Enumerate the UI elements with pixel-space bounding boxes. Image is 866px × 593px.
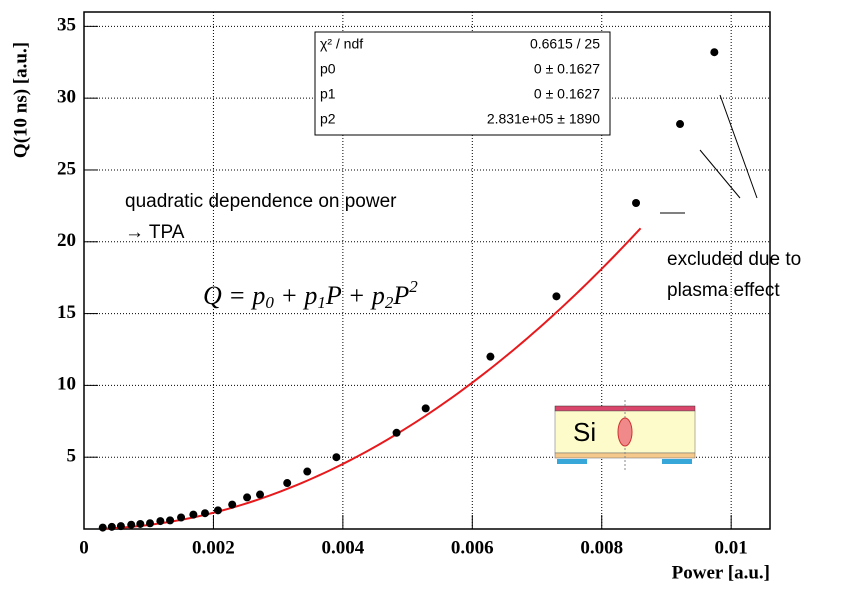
data-point [166,516,175,525]
data-point [486,352,495,361]
formula: Q = p0 + p1P + p2P2 [203,277,418,312]
annotation: excluded due to [667,249,801,270]
data-point [256,490,265,499]
y-axis-title: Q(10 ns) [a.u.] [10,42,31,158]
data-point [392,428,401,437]
fit-curve [103,227,642,530]
x-tick-label: 0.002 [192,537,235,558]
data-point [146,519,155,528]
stats-name: χ² / ndf [320,36,363,52]
y-tick-label: 35 [57,15,76,36]
formula-part: 2 [409,277,418,296]
y-tick-label: 30 [57,87,76,108]
stats-value: 2.831e+05 ± 1890 [487,111,600,127]
stats-value: 0 ± 0.1627 [534,61,600,77]
formula-part: 2 [385,293,394,312]
data-point [243,493,252,502]
data-point [676,120,685,129]
y-tick-label: 25 [57,158,76,179]
stats-value: 0.6615 / 25 [530,36,600,52]
annotation: plasma effect [667,280,780,301]
annotation-lines [660,94,758,214]
formula-part: Q = p [203,281,265,310]
y-tick-label: 10 [57,374,76,395]
data-point [189,510,198,519]
annotation: → TPA [125,222,185,243]
data-point [98,523,107,532]
data-point [283,479,292,488]
stats-name: p2 [320,111,336,127]
formula-part: 0 [265,293,274,312]
stats-value: 0 ± 0.1627 [534,86,600,102]
data-point [303,467,312,476]
formula-part: P + p [325,281,385,310]
data-point [177,513,186,522]
data-point [127,520,136,529]
formula-part: P [392,281,409,310]
data-point [710,48,719,57]
y-tick-label: 15 [57,302,76,323]
stats-box [314,31,611,136]
data-point [156,517,165,526]
si-sketch [554,400,696,470]
y-tick-label: 20 [57,230,76,251]
x-tick-label: 0.004 [321,537,364,558]
formula-part: 1 [317,293,326,312]
data-point [552,292,561,301]
y-tick-label: 5 [67,446,77,467]
data-point [228,500,237,509]
data-point [136,519,145,528]
x-tick-label: 0.008 [580,537,623,558]
data-point [107,522,116,531]
data-point [201,509,210,518]
si-label: Si [573,417,596,447]
data-point [332,453,341,462]
formula-part: + p [274,281,318,310]
stats-name: p1 [320,86,336,102]
x-tick-label: 0.006 [451,537,494,558]
data-point [213,506,222,515]
x-tick-label: 0 [79,537,89,558]
data-point [421,404,430,413]
x-tick-label: 0.01 [715,537,748,558]
data-point [632,199,641,208]
annotation: quadratic dependence on power [125,191,397,212]
x-axis-title: Power [a.u.] [672,562,770,583]
stats-name: p0 [320,61,336,77]
data-point [116,522,125,531]
